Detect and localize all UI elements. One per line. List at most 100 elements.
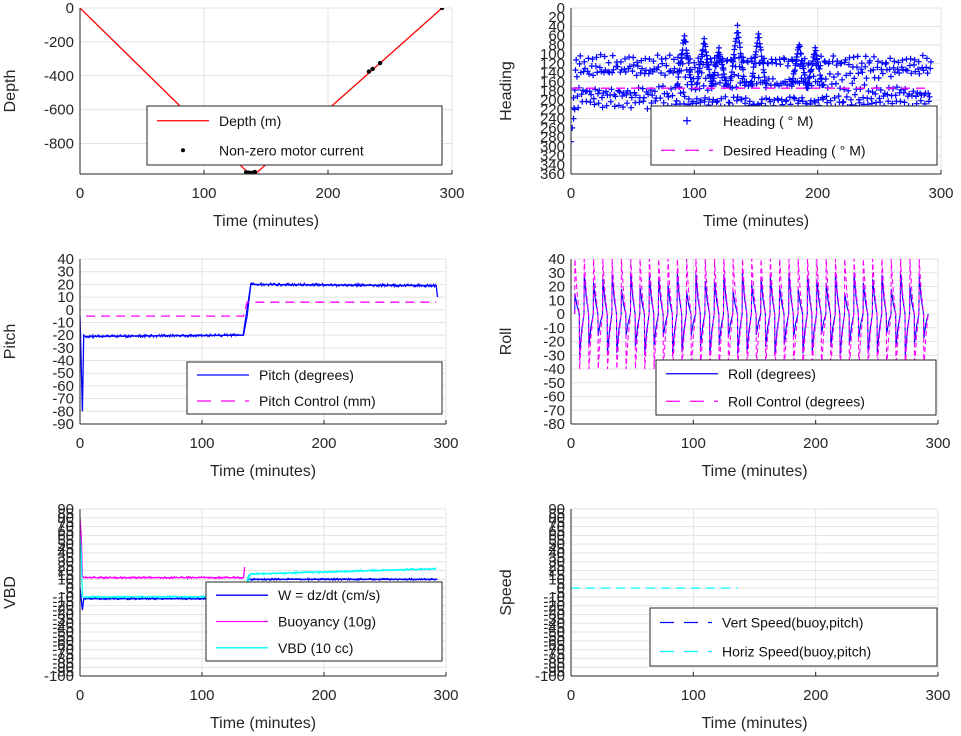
x-tick-label: 300 <box>925 687 950 704</box>
y-tick-label: -20 <box>543 334 565 351</box>
y-tick-label: 100 <box>540 46 565 63</box>
y-tick-label: 20 <box>57 276 74 293</box>
y-tick-label: -30 <box>543 606 565 623</box>
legend-box <box>186 361 443 415</box>
y-tick-label: -60 <box>52 378 74 395</box>
y-tick-label: -70 <box>52 642 74 659</box>
y-tick-label: 90 <box>57 501 74 518</box>
heading-series-0 <box>571 22 934 145</box>
y-tick-label: 300 <box>540 138 565 155</box>
y-tick-label: -400 <box>44 68 74 85</box>
x-axis-label: Time (minutes) <box>701 715 807 732</box>
x-tick-label: 100 <box>191 185 216 202</box>
y-tick-label: -40 <box>543 361 565 378</box>
x-axis-label: Time (minutes) <box>210 715 316 732</box>
x-tick-label: 200 <box>803 435 828 452</box>
y-tick-label: -600 <box>44 102 74 119</box>
y-tick-label: 30 <box>548 554 565 571</box>
y-tick-label: -65 <box>543 637 565 654</box>
legend-box <box>650 105 938 166</box>
y-tick-label: -55 <box>543 628 565 645</box>
y-tick-label: 75 <box>548 514 565 531</box>
y-tick-label: 260 <box>540 120 565 137</box>
y-tick-label: -60 <box>52 633 74 650</box>
pitch-series-1 <box>86 301 437 317</box>
y-tick-label: -70 <box>52 391 74 408</box>
y-tick-label: 20 <box>57 563 74 580</box>
y-tick-label: 50 <box>57 536 74 553</box>
legend-box <box>649 607 938 667</box>
y-tick-label: -60 <box>543 389 565 406</box>
y-tick-label: -75 <box>543 646 565 663</box>
y-tick-label: -80 <box>52 403 74 420</box>
y-tick-label: 10 <box>57 571 74 588</box>
y-tick-label: -70 <box>543 642 565 659</box>
y-tick-label: 65 <box>57 523 74 540</box>
y-tick-label: -50 <box>543 375 565 392</box>
x-tick-label: 200 <box>311 435 336 452</box>
y-tick-label: -70 <box>543 402 565 419</box>
y-axis-label: Speed <box>498 569 515 615</box>
depth-series-1-point <box>366 69 372 74</box>
speed-chart: 0 100 200 300908580757065605550454035302520… <box>498 501 951 732</box>
y-tick-label: 80 <box>57 510 74 527</box>
y-tick-label: -800 <box>44 136 74 153</box>
x-tick-label: 0 <box>76 435 84 452</box>
y-tick-label: -95 <box>52 664 74 681</box>
y-tick-label: 140 <box>540 65 565 82</box>
y-tick-label: -90 <box>543 659 565 676</box>
x-tick-label: 0 <box>76 687 84 704</box>
x-tick-label: 0 <box>567 185 575 202</box>
legend: Depth (m) Non-zero motor current <box>146 105 443 166</box>
x-tick-label: 200 <box>803 687 828 704</box>
y-tick-label: 80 <box>548 510 565 527</box>
legend: Vert Speed(buoy,pitch) Horiz Speed(buoy,p… <box>649 607 938 667</box>
x-tick-label: 300 <box>928 185 953 202</box>
y-tick-label: -65 <box>52 637 74 654</box>
x-axis-label: Time (minutes) <box>210 463 316 480</box>
y-tick-label: 180 <box>540 83 565 100</box>
y-tick-label: 60 <box>548 527 565 544</box>
legend-box <box>146 105 443 166</box>
y-tick-label: -50 <box>52 624 74 641</box>
y-tick-label: 5 <box>66 576 74 593</box>
y-tick-label: 75 <box>57 514 74 531</box>
y-tick-label: 55 <box>548 532 565 549</box>
depth-chart: 0 100 200 300 0 -200 -400 -600 -800 Time (minutes… <box>2 0 465 230</box>
y-tick-label: -60 <box>543 633 565 650</box>
y-tick-label: 10 <box>548 571 565 588</box>
legend-label: Depth (m) <box>219 113 281 129</box>
y-tick-label: -10 <box>543 320 565 337</box>
x-tick-label: 100 <box>189 435 214 452</box>
vbd-series-2-noise <box>83 567 437 600</box>
x-axis-label: Time (minutes) <box>701 463 807 480</box>
x-tick-label: 300 <box>439 185 464 202</box>
vbd-series-1-noise <box>83 575 244 580</box>
legend-label: Buoyancy (10g) <box>278 614 376 630</box>
legend-label: Desired Heading ( ° M) <box>723 142 866 158</box>
y-tick-label: 20 <box>548 563 565 580</box>
y-tick-label: -85 <box>543 655 565 672</box>
y-tick-label: -40 <box>52 353 74 370</box>
y-tick-label: 160 <box>540 74 565 91</box>
y-tick-label: 25 <box>57 558 74 575</box>
x-tick-label: 200 <box>311 687 336 704</box>
y-tick-label: -20 <box>52 598 74 615</box>
y-tick-label: 20 <box>548 279 565 296</box>
x-tick-label: 300 <box>433 435 458 452</box>
y-tick-label: 0 <box>66 0 74 17</box>
y-tick-label: -20 <box>52 327 74 344</box>
y-tick-label: 240 <box>540 111 565 128</box>
y-tick-label: -5 <box>61 585 74 602</box>
legend-label: Horiz Speed(buoy,pitch) <box>722 644 871 660</box>
y-tick-label: 280 <box>540 129 565 146</box>
y-tick-label: 0 <box>66 580 74 597</box>
y-tick-label: 15 <box>548 567 565 584</box>
legend-label: W = dz/dt (cm/s) <box>278 587 380 603</box>
y-tick-label: 30 <box>57 264 74 281</box>
legend-box <box>655 359 937 416</box>
y-tick-label: 40 <box>548 18 565 35</box>
x-tick-label: 200 <box>315 185 340 202</box>
y-axis-label: Pitch <box>2 324 19 360</box>
